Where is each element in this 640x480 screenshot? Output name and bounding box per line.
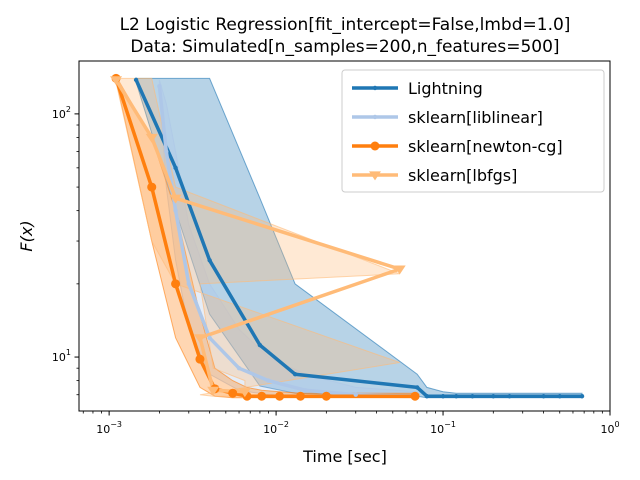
legend: Lightning sklearn[liblinear] sklearn[newto… bbox=[341, 69, 605, 193]
point-sklearn-liblinear bbox=[236, 365, 242, 371]
point-lightning bbox=[557, 394, 562, 399]
svg-text:F(x): F(x) bbox=[17, 220, 36, 251]
point-lightning bbox=[470, 394, 475, 399]
legend-marker-sklearn-newton-cg bbox=[370, 141, 380, 151]
plot-frame bbox=[78, 60, 611, 412]
point-sklearn-newton-cg bbox=[228, 388, 238, 398]
x-tick-label: 10−1 bbox=[430, 420, 456, 436]
point-sklearn-newton-cg bbox=[257, 391, 267, 401]
point-sklearn-newton-cg bbox=[147, 182, 157, 192]
point-sklearn-newton-cg bbox=[321, 391, 331, 401]
point-lightning bbox=[424, 394, 430, 399]
y-axis-label: F(x) bbox=[17, 220, 36, 251]
point-sklearn-newton-cg bbox=[195, 354, 205, 364]
point-lightning bbox=[454, 394, 459, 399]
point-sklearn-liblinear bbox=[186, 281, 191, 287]
point-sklearn-newton-cg bbox=[275, 391, 285, 401]
point-lightning bbox=[579, 394, 585, 399]
y-tick-label: 101 bbox=[52, 348, 71, 364]
point-lightning bbox=[207, 258, 212, 263]
point-sklearn-liblinear bbox=[173, 208, 178, 213]
x-tick-label: 10−2 bbox=[263, 420, 289, 436]
x-axis-ticks: 10−3 10−2 10−1 100 bbox=[82, 411, 620, 436]
chart-subtitle: Data: Simulated[n_samples=200,n_features… bbox=[130, 37, 559, 57]
point-lightning bbox=[173, 165, 178, 171]
legend-label-sklearn-newton-cg: sklearn[newton-cg] bbox=[408, 137, 563, 156]
point-lightning bbox=[133, 77, 139, 83]
point-sklearn-liblinear bbox=[164, 149, 169, 154]
point-lightning bbox=[440, 394, 446, 399]
x-tick-label: 100 bbox=[600, 420, 619, 436]
point-sklearn-newton-cg bbox=[295, 391, 305, 401]
point-sklearn-lbfgs bbox=[145, 133, 158, 143]
point-lightning bbox=[257, 342, 263, 348]
point-lightning bbox=[507, 394, 512, 399]
x-tick-label: 10−3 bbox=[96, 420, 122, 436]
point-lightning bbox=[292, 372, 298, 377]
series-markers bbox=[110, 73, 585, 401]
y-tick-label: 102 bbox=[52, 105, 71, 121]
legend-label-sklearn-lbfgs: sklearn[lbfgs] bbox=[408, 166, 517, 185]
line-sklearn-liblinear bbox=[157, 84, 419, 398]
legend-marker-sklearn-liblinear bbox=[372, 114, 378, 120]
legend-marker-sklearn-lbfgs bbox=[369, 171, 381, 181]
point-sklearn-liblinear bbox=[207, 335, 212, 340]
x-axis-label: Time [sec] bbox=[302, 447, 387, 466]
legend-frame bbox=[341, 69, 605, 193]
legend-marker-lightning bbox=[372, 85, 378, 91]
point-sklearn-lbfgs bbox=[169, 194, 182, 204]
point-lightning bbox=[414, 385, 420, 390]
point-sklearn-lbfgs bbox=[238, 388, 251, 398]
point-sklearn-lbfgs bbox=[193, 334, 206, 344]
legend-label-sklearn-liblinear: sklearn[liblinear] bbox=[408, 108, 543, 127]
point-sklearn-liblinear bbox=[157, 83, 162, 89]
point-sklearn-lbfgs bbox=[207, 386, 220, 396]
point-sklearn-lbfgs bbox=[110, 76, 123, 86]
point-sklearn-newton-cg bbox=[410, 391, 420, 401]
point-sklearn-newton-cg bbox=[171, 279, 181, 289]
point-sklearn-liblinear bbox=[266, 378, 271, 383]
point-lightning bbox=[541, 394, 546, 399]
point-sklearn-liblinear bbox=[303, 388, 308, 393]
y-axis-ticks: 101 102 bbox=[52, 105, 79, 396]
point-sklearn-liblinear bbox=[353, 392, 358, 397]
point-lightning bbox=[491, 394, 496, 399]
chart-title: L2 Logistic Regression[fit_intercept=Fal… bbox=[120, 15, 571, 35]
point-sklearn-lbfgs bbox=[393, 265, 406, 275]
legend-label-lightning: Lightning bbox=[408, 79, 483, 98]
